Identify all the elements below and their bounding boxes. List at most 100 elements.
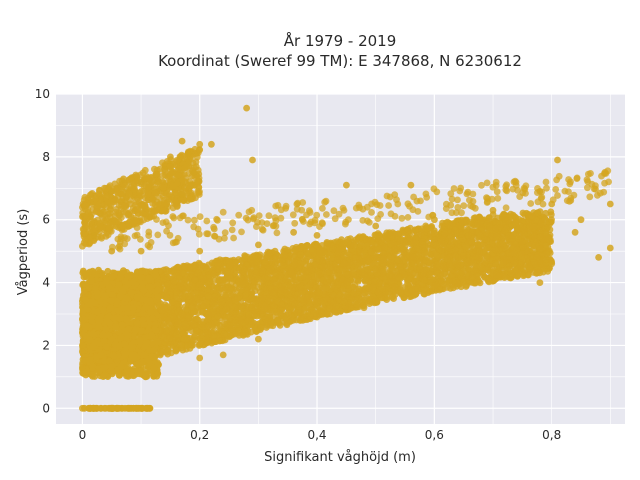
data-point [192,327,200,335]
data-point [224,268,231,275]
data-point [432,242,440,250]
data-point [441,230,448,238]
data-point [449,284,457,292]
data-point [277,272,284,280]
data-point [320,276,327,284]
data-point [478,264,486,272]
data-point [394,256,401,264]
data-point [536,208,544,216]
data-point [488,240,496,247]
data-point [174,272,181,280]
data-point [485,214,493,222]
data-point [501,227,509,235]
data-point [548,216,555,224]
data-point [473,272,481,280]
data-point [464,258,471,266]
data-point [426,224,434,232]
data-point [327,263,334,271]
data-point [483,253,491,261]
data-point [383,234,391,242]
data-point [252,297,260,305]
data-point [238,319,246,327]
data-point [193,315,201,323]
data-point [254,284,262,291]
data-point [253,312,261,320]
data-point [335,291,343,299]
data-point [272,269,279,277]
data-point [365,295,373,302]
data-point [162,327,170,335]
data-point [506,266,514,274]
data-point [174,319,182,327]
data-point [305,274,312,282]
data-point [313,303,320,310]
data-point [198,331,205,339]
data-point [525,271,532,279]
data-point [416,259,423,267]
data-point [178,269,186,277]
data-point [421,249,429,257]
data-point [519,209,527,217]
data-point [326,268,333,276]
data-point [257,324,265,332]
data-point [305,299,313,307]
data-point [318,309,326,317]
data-point [301,305,308,313]
data-point [438,247,445,254]
data-point [438,222,446,230]
data-point [234,295,242,302]
data-point [281,251,289,259]
data-point [164,280,171,287]
data-point [177,279,185,287]
data-point [259,267,267,274]
data-point [355,295,363,303]
data-point [361,248,368,255]
data-point [231,319,239,326]
data-point [228,325,236,333]
data-point [353,300,360,308]
data-point [289,317,297,324]
data-point [291,300,298,307]
data-point [437,237,445,245]
data-point [344,271,351,279]
data-point [357,241,365,249]
data-point [528,241,536,248]
data-point [322,284,330,292]
data-point [269,289,277,297]
data-point [180,330,188,338]
data-point [400,284,408,291]
data-point [180,335,188,343]
data-point [519,243,527,251]
data-point [211,293,219,301]
data-point [447,233,454,241]
data-point [414,284,421,292]
data-point [443,255,451,263]
data-point [391,245,398,253]
data-point [439,263,447,271]
data-point [222,305,230,312]
data-point [334,256,342,263]
data-point [476,248,483,255]
data-point [542,229,549,237]
data-point [409,252,417,260]
data-point [476,232,484,240]
data-point [284,246,291,254]
data-point [191,261,199,269]
data-point [370,250,378,258]
data-point [531,233,538,241]
data-point [492,219,499,226]
data-point [204,281,212,288]
data-point [184,342,192,349]
data-point [203,299,211,307]
data-point [425,259,433,266]
data-point [264,297,272,305]
data-point [266,249,273,257]
data-point [389,293,397,300]
data-point [430,235,438,243]
data-point [230,303,238,311]
data-point [374,288,381,296]
data-point [386,271,394,279]
data-point [274,317,281,325]
data-point [267,265,275,273]
